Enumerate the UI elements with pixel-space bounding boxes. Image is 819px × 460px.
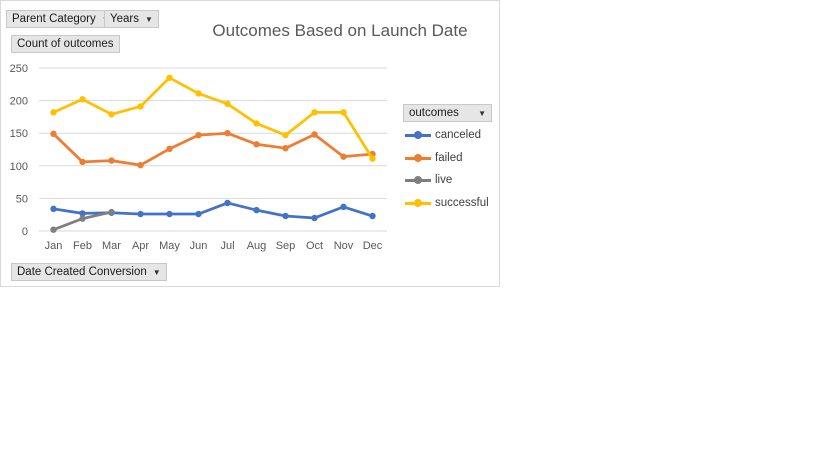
x-tick-label: Sep [276, 240, 296, 252]
axis-field-label: Date Created Conversion [17, 266, 147, 278]
legend-label: successful [435, 196, 489, 209]
y-tick-label: 150 [10, 128, 28, 140]
data-point [79, 210, 86, 217]
years-label: Years [110, 13, 139, 25]
data-point [369, 155, 376, 162]
data-point [224, 100, 231, 108]
x-tick-label: Aug [247, 240, 267, 252]
data-point [369, 212, 376, 220]
data-point [311, 131, 318, 138]
data-point [253, 141, 260, 148]
data-point [195, 210, 202, 218]
data-point [137, 210, 144, 218]
data-point [108, 157, 115, 164]
series-line [52, 76, 374, 161]
data-point [79, 158, 86, 166]
x-tick-label: Feb [73, 240, 92, 252]
data-point [137, 103, 144, 110]
legend-swatch [405, 198, 431, 208]
data-point [282, 144, 289, 152]
data-point [253, 206, 260, 214]
data-point [79, 96, 86, 103]
x-tick-label: Jun [190, 240, 208, 252]
data-point [282, 131, 289, 139]
data-point [50, 130, 57, 138]
data-point [340, 109, 347, 116]
legend-item-canceled: canceled [405, 124, 489, 147]
series-successful [50, 74, 376, 162]
y-tick-label: 250 [10, 63, 28, 75]
x-tick-label: Apr [132, 240, 149, 252]
data-point [108, 111, 115, 118]
data-point [137, 161, 144, 169]
data-point [311, 214, 318, 222]
data-point [108, 208, 115, 216]
data-point [166, 145, 173, 153]
legend-item-failed: failed [405, 147, 489, 170]
value-field-button[interactable]: Count of outcomes [11, 35, 120, 53]
data-point [340, 153, 347, 160]
y-tick-label: 50 [16, 193, 28, 205]
legend-item-live: live [405, 169, 489, 192]
series-failed [50, 130, 376, 169]
legend-label: failed [435, 151, 463, 164]
data-point [166, 74, 173, 81]
data-point [195, 131, 202, 139]
x-tick-label: Mar [102, 240, 121, 252]
data-point [79, 215, 86, 222]
data-point [224, 130, 231, 137]
legend-swatch [405, 153, 431, 163]
years-filter-button[interactable]: Years ▼ [104, 10, 159, 28]
data-point [224, 199, 231, 207]
data-point [253, 120, 260, 127]
dropdown-arrow-icon: ▼ [478, 108, 486, 118]
x-tick-label: Jul [220, 240, 234, 252]
pivot-chart: Parent Category ▼ Years ▼ Count of outco… [0, 0, 500, 287]
y-tick-label: 200 [10, 96, 28, 108]
dropdown-arrow-icon: ▼ [145, 14, 153, 24]
legend-label: live [435, 174, 453, 187]
value-field-label: Count of outcomes [17, 38, 114, 50]
legend-field-button[interactable]: outcomes ▼ [403, 104, 492, 122]
x-tick-label: May [159, 240, 180, 252]
y-tick-label: 100 [10, 161, 28, 173]
legend-swatch [405, 175, 431, 185]
legend-field-label: outcomes [409, 107, 459, 119]
data-point [282, 212, 289, 220]
series-line [52, 131, 374, 167]
x-tick-label: Nov [334, 240, 354, 252]
series-canceled [50, 199, 376, 222]
data-point [311, 109, 318, 116]
data-point [195, 90, 202, 97]
axis-field-button[interactable]: Date Created Conversion ▼ [11, 263, 167, 281]
y-tick-label: 0 [22, 226, 28, 238]
dropdown-arrow-icon: ▼ [152, 267, 161, 277]
data-point [340, 203, 347, 211]
legend-item-successful: successful [405, 192, 489, 215]
x-tick-label: Oct [306, 240, 323, 252]
parent-category-label: Parent Category [12, 13, 96, 25]
legend-label: canceled [435, 129, 482, 142]
data-point [166, 210, 173, 218]
data-point [50, 226, 57, 233]
data-point [50, 109, 57, 116]
legend: canceled failed live successful [405, 124, 489, 214]
x-tick-label: Jan [45, 240, 63, 252]
x-tick-label: Dec [363, 240, 383, 252]
series-live [50, 208, 115, 233]
parent-category-filter-button[interactable]: Parent Category ▼ [6, 10, 116, 28]
data-point [50, 205, 57, 213]
legend-swatch [405, 130, 431, 140]
chart-title: Outcomes Based on Launch Date [212, 21, 468, 40]
plot-area: 0 50 100 150 200 250 Jan Feb Mar Apr May Jun Jul Aug S… [10, 63, 387, 252]
